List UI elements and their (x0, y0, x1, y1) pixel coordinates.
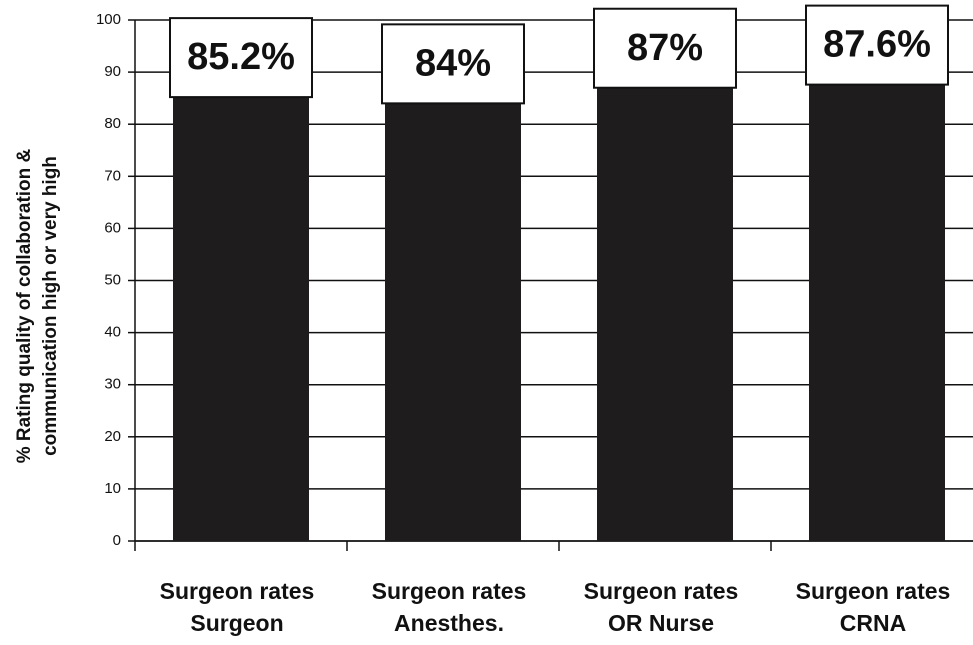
x-tick-label: Surgeon rates OR Nurse (583, 578, 739, 636)
y-tick-label: 60 (104, 219, 121, 236)
value-label-box (169, 17, 313, 99)
y-tick-label: 30 (104, 376, 121, 393)
bar (385, 103, 521, 542)
value-label-box (381, 23, 525, 105)
value-label: 87.6% (823, 24, 931, 66)
x-tick-label: Surgeon rates Anesthes. (371, 578, 527, 636)
y-tick-label: 0 (113, 532, 121, 549)
y-tick-label: 100 (96, 11, 121, 28)
bar (173, 97, 309, 541)
value-label-box (593, 7, 737, 89)
value-label: 84% (415, 42, 491, 84)
y-tick-label: 80 (104, 115, 121, 132)
y-tick-label: 90 (104, 63, 121, 80)
y-tick-label: 70 (104, 167, 121, 184)
x-tick-label: Surgeon rates CRNA (795, 578, 951, 636)
value-label-box (805, 4, 949, 86)
x-tick-label: Surgeon rates Surgeon (159, 578, 315, 636)
y-tick-label: 10 (104, 480, 121, 497)
value-label: 87% (627, 27, 703, 69)
y-axis-label: % Rating quality of collaboration & comm… (14, 148, 61, 464)
y-tick-label: 40 (104, 324, 121, 341)
value-label: 85.2% (187, 36, 295, 78)
bar (597, 87, 733, 541)
y-tick-label: 20 (104, 428, 121, 445)
bar (809, 84, 945, 541)
y-tick-label: 50 (104, 271, 121, 288)
